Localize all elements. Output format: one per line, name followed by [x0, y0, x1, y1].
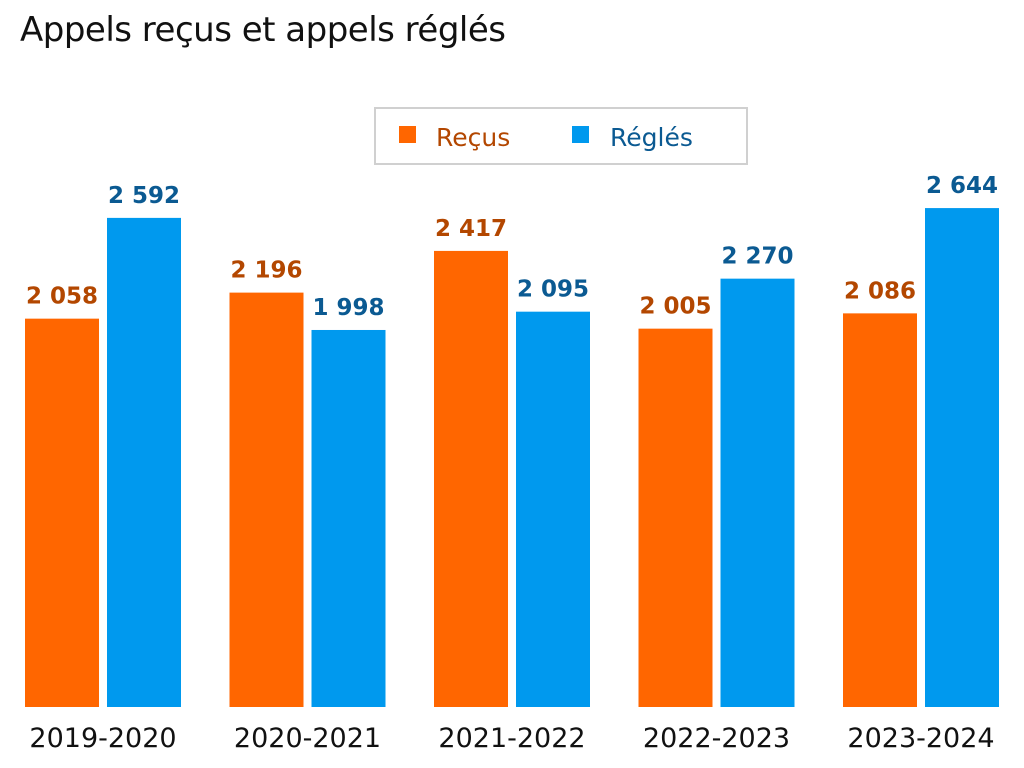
value-label-regles-2019-2020: 2 592	[108, 183, 180, 209]
bar-regles-2020-2021	[311, 329, 386, 707]
legend-box	[374, 107, 748, 165]
x-tick-label-2019-2020: 2019-2020	[29, 723, 176, 754]
bar-regles-2022-2023	[720, 278, 795, 707]
legend-label-regles: Réglés	[610, 123, 693, 152]
bar-recus-2020-2021	[229, 292, 304, 707]
value-label-regles-2021-2022: 2 095	[517, 277, 589, 303]
bar-recus-2021-2022	[434, 250, 508, 707]
bar-regles-2021-2022	[516, 311, 590, 707]
chart-title: Appels reçus et appels réglés	[20, 10, 506, 50]
legend: Reçus Réglés	[374, 107, 748, 165]
value-label-recus-2021-2022: 2 417	[435, 216, 507, 242]
legend-swatch-recus	[399, 126, 416, 143]
x-tick-label-2022-2023: 2022-2023	[643, 723, 790, 754]
value-label-regles-2023-2024: 2 644	[926, 173, 998, 199]
value-labels-group: 2 058 2 592 2 196 1 998 2 417 2 095 2 005 2 270…	[26, 173, 998, 321]
value-label-recus-2020-2021: 2 196	[230, 258, 302, 284]
x-tick-label-2021-2022: 2021-2022	[438, 723, 585, 754]
bar-recus-2022-2023	[638, 328, 713, 707]
bar-regles-2019-2020	[107, 217, 181, 708]
legend-label-recus: Reçus	[436, 123, 510, 152]
bars-group	[25, 208, 999, 708]
value-label-recus-2019-2020: 2 058	[26, 284, 98, 310]
x-axis-tick-labels: 2019-2020 2020-2021 2021-2022 2022-2023 2023…	[29, 723, 994, 754]
value-label-recus-2023-2024: 2 086	[844, 278, 916, 304]
x-tick-label-2023-2024: 2023-2024	[847, 723, 994, 754]
legend-swatch-regles	[572, 126, 589, 143]
bar-recus-2023-2024	[843, 313, 917, 707]
value-label-regles-2022-2023: 2 270	[721, 244, 793, 270]
bar-recus-2019-2020	[25, 318, 99, 707]
value-label-regles-2020-2021: 1 998	[312, 295, 384, 321]
value-label-recus-2022-2023: 2 005	[639, 294, 711, 320]
bar-regles-2023-2024	[925, 208, 999, 707]
x-tick-label-2020-2021: 2020-2021	[234, 723, 381, 754]
